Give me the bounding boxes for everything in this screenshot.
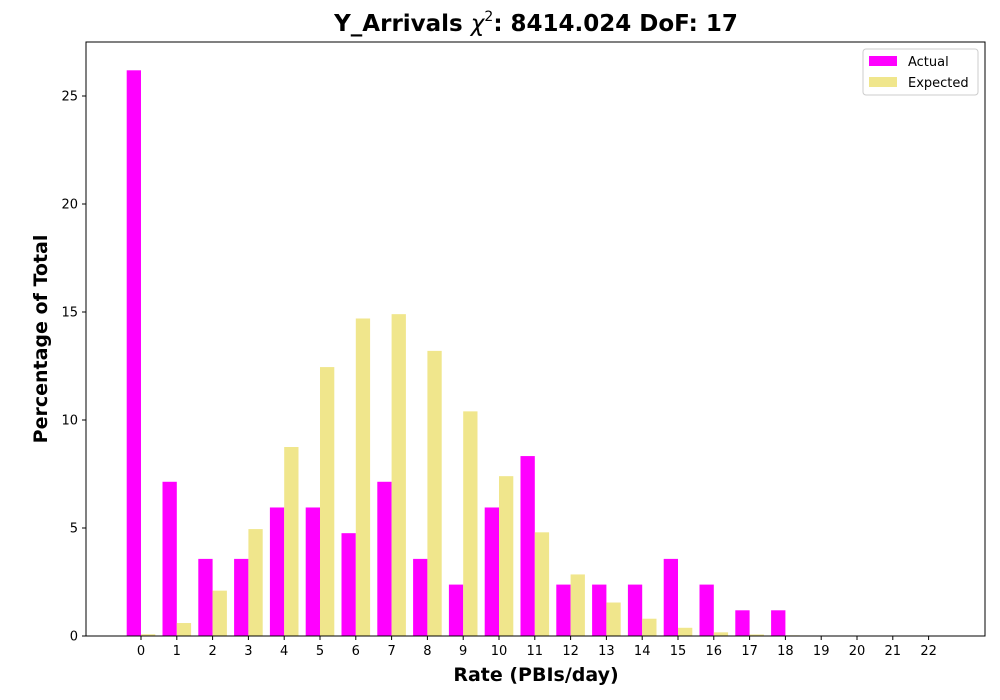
legend-label-expected: Expected xyxy=(908,76,969,91)
x-tick-label-15: 15 xyxy=(670,644,687,659)
y-tick-label-0: 0 xyxy=(70,630,78,645)
bar-actual-7 xyxy=(377,481,392,636)
bar-expected-11 xyxy=(534,532,550,636)
x-tick-label-1: 1 xyxy=(173,644,181,659)
bar-expected-17 xyxy=(749,634,764,636)
x-tick-label-14: 14 xyxy=(634,644,651,659)
bar-actual-8 xyxy=(413,558,428,636)
bar-expected-8 xyxy=(427,350,442,636)
x-tick-label-9: 9 xyxy=(459,644,467,659)
legend-swatch-actual xyxy=(869,56,897,66)
x-axis-label: Rate (PBIs/day) xyxy=(453,664,618,686)
legend-label-actual: Actual xyxy=(908,55,949,70)
bar-expected-13 xyxy=(606,602,621,636)
x-tick-label-22: 22 xyxy=(920,644,937,659)
x-tick-label-19: 19 xyxy=(813,644,830,659)
x-tick-label-6: 6 xyxy=(352,644,360,659)
bars-layer xyxy=(126,70,836,637)
bar-expected-14 xyxy=(642,618,657,636)
x-tick-label-7: 7 xyxy=(387,644,395,659)
bar-expected-12 xyxy=(570,574,585,636)
x-tick-label-5: 5 xyxy=(316,644,324,659)
bar-expected-0 xyxy=(141,634,156,636)
bar-actual-12 xyxy=(556,584,571,636)
x-tick-label-18: 18 xyxy=(777,644,794,659)
bar-expected-4 xyxy=(284,447,299,636)
x-tick-label-12: 12 xyxy=(562,644,579,659)
x-tick-label-10: 10 xyxy=(491,644,508,659)
y-tick-label-20: 20 xyxy=(61,198,78,213)
bar-expected-7 xyxy=(391,314,406,636)
title-sup: 2 xyxy=(484,9,493,25)
y-tick-label-25: 25 xyxy=(61,90,78,105)
bar-actual-16 xyxy=(699,584,714,636)
title-main: Y_Arrivals xyxy=(333,11,471,37)
bar-expected-5 xyxy=(320,367,335,636)
bar-actual-11 xyxy=(520,456,535,636)
y-tick-label-10: 10 xyxy=(61,414,78,429)
bar-actual-6 xyxy=(341,533,356,636)
legend-swatch-expected xyxy=(869,77,897,87)
plot-frame xyxy=(85,41,986,637)
bar-actual-1 xyxy=(162,481,177,636)
bar-expected-15 xyxy=(678,627,693,636)
title-chi: χ xyxy=(469,11,486,37)
x-tick-label-21: 21 xyxy=(885,644,902,659)
axis-layer: 0 1 2 3 4 5 6 7 8 9 10 11 12 13 14 15 16 17 18 19 20 21 220510… xyxy=(61,90,936,660)
bar-actual-5 xyxy=(305,507,320,636)
chart-title: Y_Arrivals χ2: 8414.024 DoF: 17 xyxy=(333,9,738,37)
bar-expected-6 xyxy=(355,318,371,636)
y-tick-label-15: 15 xyxy=(61,306,78,321)
y-axis-label: Percentage of Total xyxy=(30,235,52,444)
title-rest: : 8414.024 DoF: 17 xyxy=(493,11,738,37)
bar-expected-3 xyxy=(248,529,263,636)
bar-expected-16 xyxy=(713,632,729,636)
bar-actual-18 xyxy=(771,610,786,636)
x-tick-label-3: 3 xyxy=(244,644,252,659)
x-tick-label-8: 8 xyxy=(423,644,431,659)
bar-expected-10 xyxy=(499,476,514,636)
bar-actual-15 xyxy=(663,558,678,636)
bar-expected-9 xyxy=(463,411,478,636)
bar-actual-0 xyxy=(126,70,141,637)
bar-actual-4 xyxy=(269,507,285,636)
x-tick-label-16: 16 xyxy=(706,644,723,659)
x-tick-label-13: 13 xyxy=(598,644,615,659)
bar-actual-9 xyxy=(448,584,464,636)
bar-actual-14 xyxy=(627,584,643,636)
bar-actual-13 xyxy=(592,584,607,636)
x-tick-label-4: 4 xyxy=(280,644,288,659)
x-tick-label-11: 11 xyxy=(527,644,544,659)
x-tick-label-0: 0 xyxy=(137,644,145,659)
bar-actual-10 xyxy=(484,507,499,636)
x-tick-label-2: 2 xyxy=(208,644,216,659)
bar-actual-3 xyxy=(234,558,249,636)
x-tick-label-17: 17 xyxy=(741,644,758,659)
bar-actual-17 xyxy=(735,610,750,636)
bar-expected-2 xyxy=(212,590,227,636)
x-tick-label-20: 20 xyxy=(849,644,866,659)
bar-actual-2 xyxy=(198,558,213,636)
bar-expected-1 xyxy=(176,623,192,636)
y-tick-label-5: 5 xyxy=(70,522,78,537)
legend: Actual Expected xyxy=(862,48,979,96)
